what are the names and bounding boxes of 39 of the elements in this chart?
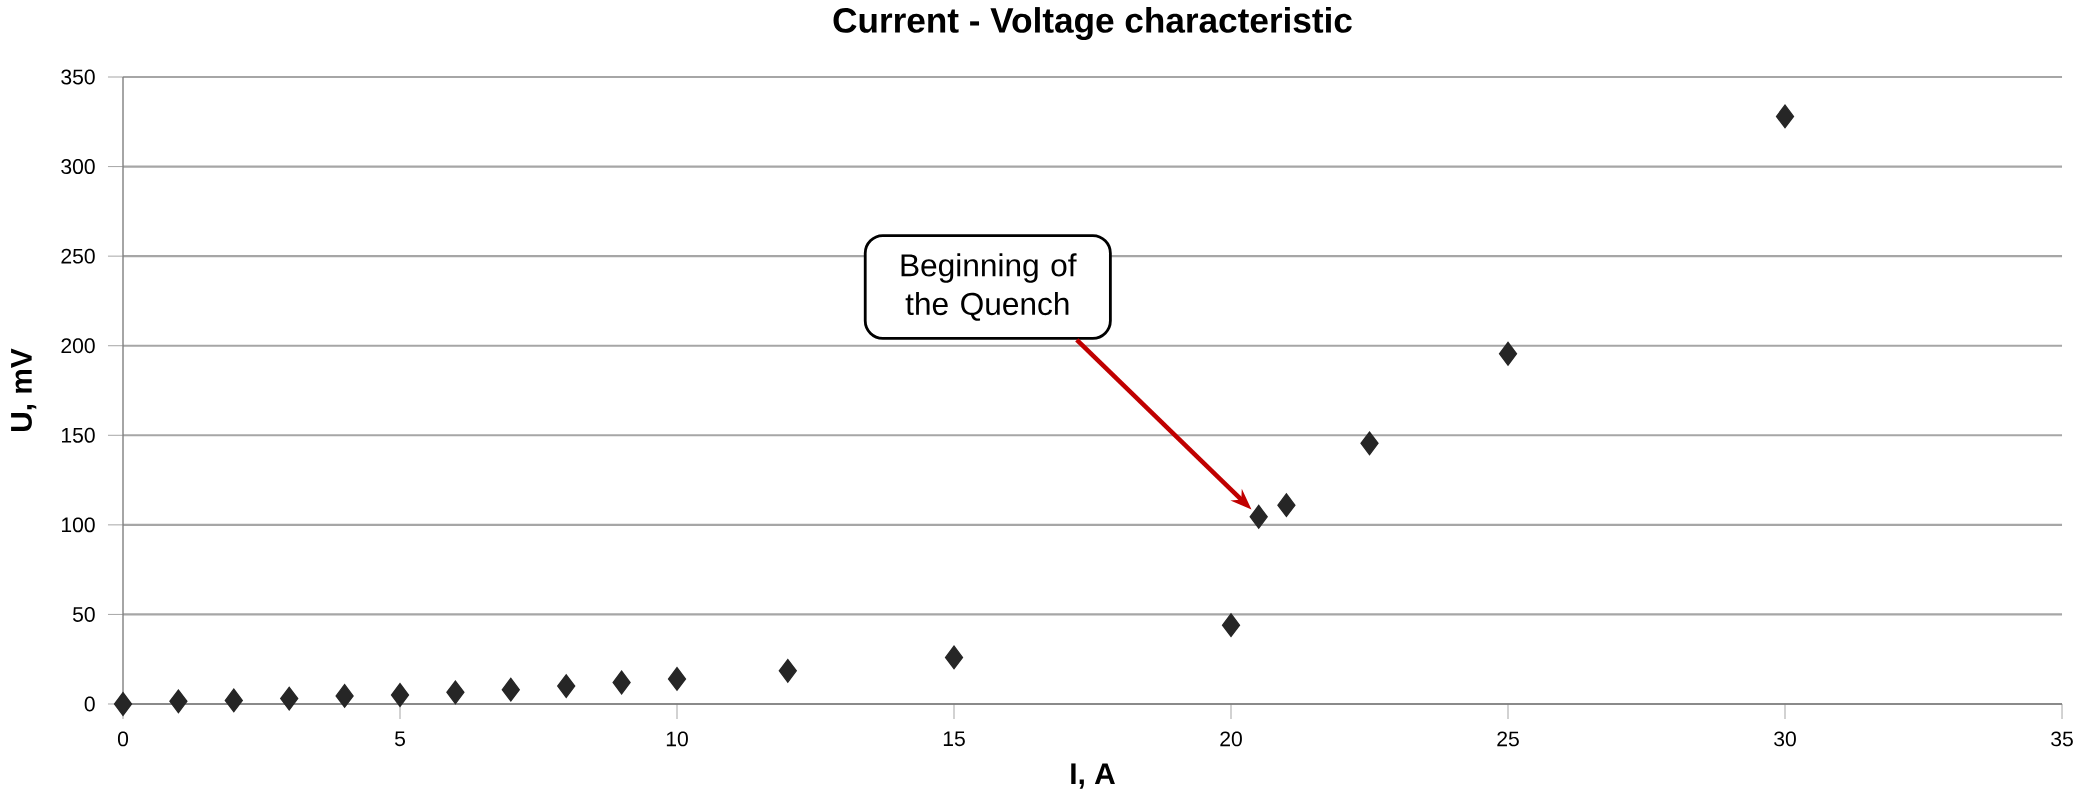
point (1498, 341, 1518, 366)
x-tick-label: 30 (1774, 731, 1796, 747)
x-tick-label: 0 (117, 731, 129, 747)
y-tick-label: 0 (84, 696, 95, 712)
x-tick-label: 15 (943, 731, 965, 747)
y-tick-label: 350 (61, 69, 95, 85)
x-tick-label: 25 (1497, 731, 1519, 747)
y-tick-label: 50 (72, 606, 95, 622)
point (1277, 493, 1296, 518)
x-tick-label: 20 (1220, 731, 1242, 747)
x-axis-title: I, A (1071, 763, 1115, 789)
y-tick-label: 200 (61, 338, 95, 354)
x-tick-label: 5 (394, 731, 405, 747)
point (557, 674, 576, 699)
x-tick-label: 10 (666, 731, 688, 747)
point (1775, 104, 1795, 129)
point (612, 670, 631, 695)
y-axis-title: U, mV (11, 348, 37, 432)
point (1249, 504, 1268, 529)
y-tick-label: 250 (61, 248, 95, 264)
point (667, 666, 687, 691)
chart-title: Current - Voltage characteristic (833, 7, 1352, 40)
y-tick-label: 300 (61, 159, 95, 175)
point (1221, 613, 1241, 638)
point (224, 688, 243, 713)
annotation: Beginning of the Quench (901, 253, 1077, 321)
x-tick-label: 35 (2051, 731, 2073, 747)
point (446, 680, 465, 705)
point (280, 686, 299, 711)
point (390, 683, 410, 708)
y-tick-label: 150 (62, 427, 95, 443)
point (169, 689, 188, 714)
point (778, 658, 797, 683)
point (113, 692, 133, 716)
point (944, 645, 964, 670)
y-tick-label: 100 (62, 517, 95, 533)
point (1360, 431, 1379, 456)
point (501, 677, 520, 702)
point (335, 683, 354, 708)
